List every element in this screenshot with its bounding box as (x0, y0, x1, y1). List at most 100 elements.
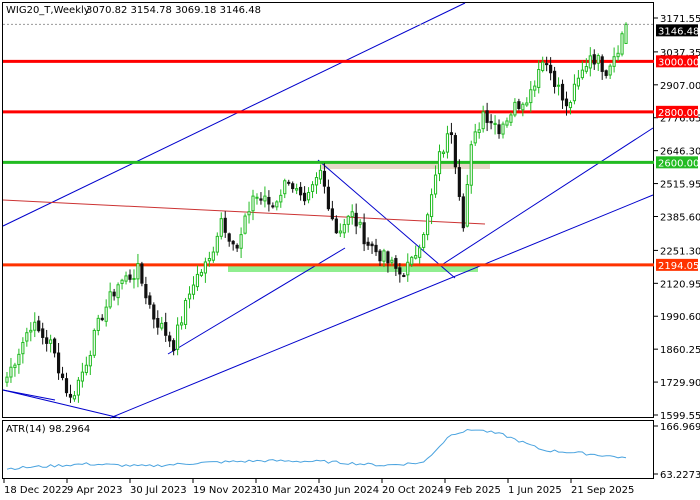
time-tick-label: 21 Sep 2025 (571, 485, 634, 496)
candle-body (235, 244, 239, 249)
price-tick-label: 1990.60 (660, 312, 700, 323)
candle-body (168, 335, 172, 342)
candle-body (207, 258, 211, 262)
candle-body (592, 54, 596, 65)
candle-body (33, 321, 37, 331)
price-tick-label: 1860.25 (660, 345, 700, 356)
candle-body (517, 101, 521, 109)
candle-body (414, 255, 418, 259)
candle-body (140, 263, 144, 284)
time-tick-label: 18 Dec 2022 (4, 485, 68, 496)
candle-body (334, 218, 338, 234)
time-tick-label: 1 Jun 2025 (508, 485, 562, 496)
candle-body (406, 261, 410, 276)
candle-body (56, 352, 61, 374)
time-tick-label: 9 Apr 2023 (67, 485, 122, 496)
channel-bottom-line (2, 389, 121, 419)
candle-body (402, 274, 406, 277)
candle-body (120, 279, 124, 284)
candle-body (485, 110, 489, 123)
current-price-box (656, 24, 698, 37)
candle-body (469, 144, 473, 186)
level-label: 2800.00 (658, 108, 699, 119)
candle-body (13, 364, 17, 369)
candle-body (37, 320, 41, 332)
candle-body (342, 224, 346, 234)
atr-axis: 166.9699 63.2273 (654, 422, 700, 481)
candle-body (552, 70, 557, 87)
candle-body (437, 151, 442, 175)
candle-body (80, 371, 84, 382)
candle-body (549, 64, 553, 74)
time-tick-label: 19 Nov 2023 (193, 485, 257, 496)
moving-average-line (2, 199, 486, 225)
candle-body (326, 186, 330, 210)
candle-body (60, 373, 65, 379)
level-label-box (656, 258, 698, 271)
level-label: 3000.00 (658, 57, 699, 68)
candle-body (608, 65, 612, 76)
candle-body (449, 132, 454, 136)
candle-body (477, 129, 481, 133)
candle-body (346, 215, 350, 225)
current-price-label: 3146.48 (658, 26, 699, 37)
atr-line (6, 428, 627, 471)
long-trend-line (109, 194, 654, 419)
candle-body (100, 317, 104, 321)
candle-body (255, 196, 259, 199)
level-label: 2194.05 (658, 261, 699, 272)
candle-body (92, 329, 96, 356)
candle-body (394, 258, 398, 269)
candle-body (564, 98, 569, 107)
candle-body (191, 284, 196, 295)
candle-body (418, 247, 422, 258)
symbol-title: WIG20_T,Weekly (6, 5, 90, 16)
trendlines-layer (2, 2, 654, 419)
candle-body (306, 191, 311, 201)
candle-body (501, 123, 505, 135)
candle-body (354, 212, 358, 227)
candle-body (580, 69, 584, 79)
candle-body (433, 174, 438, 195)
candle-body (616, 52, 620, 58)
candle-body (410, 256, 414, 265)
price-tick-label: 3171.55 (660, 14, 700, 25)
candle-body (64, 378, 69, 394)
candle-body (481, 111, 485, 130)
candle-body (112, 291, 116, 297)
candle-body (9, 366, 13, 378)
time-tick-label: 9 Feb 2025 (445, 485, 501, 496)
candle-body (338, 230, 342, 234)
candle-body (457, 167, 461, 197)
level-label-box (656, 156, 698, 169)
candle-body (53, 338, 57, 354)
price-axis: 3171.55 3037.35 2907.00 2776.65 2646.30 2515.… (654, 14, 700, 422)
candle-body (529, 89, 533, 104)
price-tick-label: 1729.90 (660, 378, 700, 389)
candle-body (148, 295, 152, 305)
candle-body (429, 194, 434, 218)
price-tick-label: 2776.65 (660, 114, 700, 125)
candle-body (497, 124, 501, 135)
channel-upper-line (2, 2, 466, 227)
candle-body (461, 196, 465, 229)
candle-body (366, 241, 370, 246)
candle-body (219, 218, 223, 237)
candle-body (513, 101, 517, 116)
ohlc-readout: 3070.82 3154.78 3069.18 3146.48 (86, 5, 261, 16)
candle-body (267, 196, 271, 205)
price-tick-label: 2515.95 (660, 180, 700, 191)
level-label: 2600.00 (658, 158, 699, 169)
channel-start-line (2, 389, 56, 401)
candle-body (350, 211, 354, 218)
candle-body (227, 233, 231, 242)
time-tick-label: 10 Mar 2024 (256, 485, 319, 496)
candle-body (612, 56, 616, 67)
candle-body (283, 180, 287, 195)
candle-body (164, 322, 168, 336)
candle-body (560, 83, 565, 101)
candle-body (211, 251, 215, 261)
candle-body (509, 114, 513, 123)
